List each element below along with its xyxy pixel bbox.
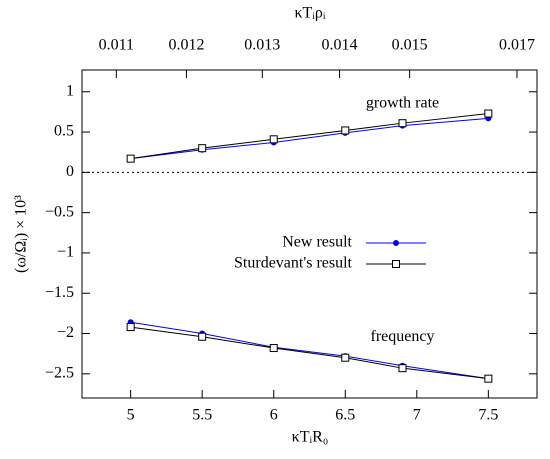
data-point bbox=[198, 332, 207, 341]
x2-tick-label: 0.013 bbox=[244, 37, 280, 54]
x2-tick-label: 0.017 bbox=[499, 37, 535, 54]
x-tick-label: 7.5 bbox=[478, 407, 498, 424]
annotation: frequency bbox=[371, 328, 435, 345]
data-point bbox=[341, 353, 350, 362]
annotation: growth rate bbox=[366, 95, 439, 112]
y-tick-label: 1 bbox=[66, 82, 74, 99]
legend-label: New result bbox=[282, 234, 352, 251]
y-tick-label: −2.5 bbox=[45, 364, 74, 381]
series-line bbox=[130, 321, 489, 380]
data-point bbox=[484, 109, 493, 118]
data-point bbox=[341, 126, 350, 135]
series-line bbox=[130, 113, 489, 160]
x2-tick-label: 0.014 bbox=[322, 37, 358, 54]
y-tick-label: −1.5 bbox=[45, 284, 74, 301]
y-tick-label: −1 bbox=[57, 244, 74, 261]
legend-marker bbox=[392, 260, 400, 268]
x-axis-label: κTᵢR₀ bbox=[292, 429, 329, 446]
y-tick-label: −0.5 bbox=[45, 203, 74, 220]
legend-label: Sturdevant's result bbox=[234, 255, 353, 272]
y-axis-label: (ω/Ωᵢ) × 10³ bbox=[13, 195, 30, 273]
legend-marker bbox=[393, 240, 399, 246]
series-line bbox=[130, 117, 489, 160]
x2-tick-label: 0.011 bbox=[99, 37, 134, 54]
x-tick-label: 6 bbox=[270, 407, 278, 424]
x2-tick-label: 0.012 bbox=[168, 37, 204, 54]
data-point bbox=[126, 323, 135, 332]
x-tick-label: 7 bbox=[413, 407, 421, 424]
x-tick-label: 5.5 bbox=[192, 407, 212, 424]
x-tick-label: 5 bbox=[127, 407, 135, 424]
x2-axis-label: κTᵢρᵢ bbox=[294, 5, 325, 22]
data-point bbox=[484, 374, 493, 383]
x2-tick-label: 0.015 bbox=[392, 37, 428, 54]
data-point bbox=[398, 364, 407, 373]
data-point bbox=[269, 135, 278, 144]
y-tick-label: 0 bbox=[66, 163, 74, 180]
series-line bbox=[130, 326, 489, 380]
x-tick-label: 6.5 bbox=[335, 407, 355, 424]
y-tick-label: 0.5 bbox=[54, 123, 74, 140]
data-point bbox=[126, 154, 135, 163]
data-point bbox=[398, 119, 407, 128]
data-point bbox=[198, 144, 207, 153]
y-tick-label: −2 bbox=[57, 324, 74, 341]
plot-frame bbox=[81, 69, 538, 399]
data-point bbox=[269, 344, 278, 353]
